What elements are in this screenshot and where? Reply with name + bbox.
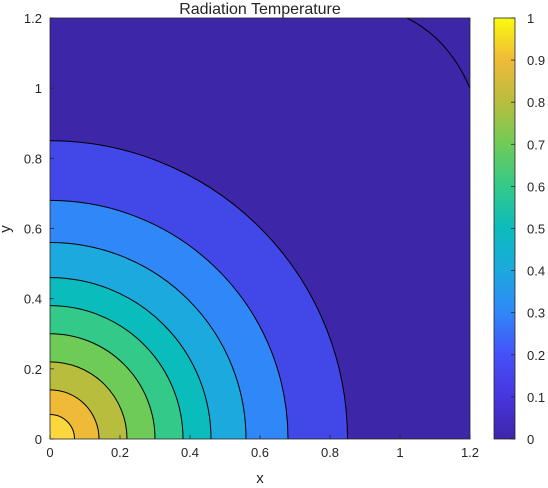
contour-line-0.1 [50,140,348,439]
y-tick-label: 0.2 [24,362,42,377]
contour-line-0.5 [50,305,184,439]
contour-line-0.6 [50,333,156,439]
x-tick-label: 0.6 [251,445,269,460]
plot-area [50,18,470,439]
x-tick-label: 1.2 [461,445,479,460]
colorbar-tick-label: 1 [527,11,534,26]
colorbar-tick-label: 0.6 [527,179,545,194]
colorbar-tick-label: 0.2 [527,348,545,363]
chart-title: Radiation Temperature [179,1,341,18]
x-axis: 0 0.2 0.4 0.6 0.8 1 1.2 [46,435,479,460]
contour-line-0.2 [50,199,289,439]
y-axis-label: y [0,225,14,233]
y-tick-label: 1.2 [24,11,42,26]
contour-line-0.7 [50,361,128,439]
x-tick-label: 0.4 [181,445,199,460]
x-tick-label: 1 [396,445,403,460]
y-tick-label: 0 [35,432,42,447]
colorbar-tick-label: 0.8 [527,95,545,110]
contour-line-0.8 [50,389,100,439]
colorbar-tick-label: 0.9 [527,53,545,68]
x-tick-label: 0 [46,445,53,460]
colorbar-tick-label: 0 [527,432,534,447]
x-tick-label: 0.8 [321,445,339,460]
colorbar-tick-label: 0.1 [527,390,545,405]
x-axis-label: x [256,470,264,487]
contour-line-0.4 [50,277,212,439]
x-tick-label: 0.2 [111,445,129,460]
colorbar-tick-label: 0.5 [527,222,545,237]
contour-line-outer [406,18,470,89]
y-tick-label: 0.6 [24,222,42,237]
y-tick-label: 1 [35,81,42,96]
colorbar-axis: 0 0.1 0.2 0.3 0.4 0.5 0.6 0.7 0.8 0.9 1 [511,11,545,447]
colorbar-tick-label: 0.7 [527,137,545,152]
y-axis: 0 0.2 0.4 0.6 0.8 1 1.2 [24,11,54,447]
y-tick-label: 0.8 [24,151,42,166]
contour-band-9 [50,414,75,439]
y-tick-label: 0.4 [24,292,42,307]
colorbar-tick-label: 0.4 [527,264,545,279]
contour-line-0.9 [50,413,75,439]
contour-line-0.3 [50,242,247,439]
colorbar-tick-label: 0.3 [527,306,545,321]
contour-lines [50,18,470,439]
